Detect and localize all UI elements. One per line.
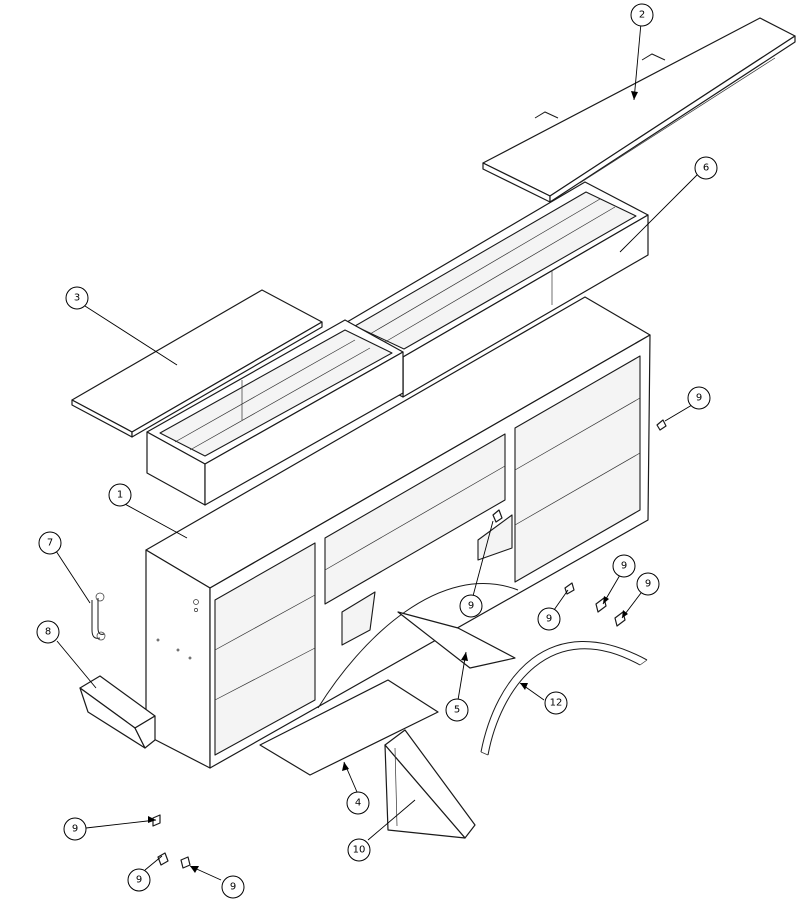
callout-bubble: 9: [612, 554, 636, 578]
callout-bubble: 9: [63, 817, 87, 841]
left-tray: [146, 319, 404, 506]
callout-bubble: 10: [347, 838, 371, 862]
callout-label: 9: [546, 614, 552, 625]
callout-label: 7: [47, 538, 53, 549]
callout-bubble: 4: [346, 791, 370, 815]
callout-bubble: 8: [36, 620, 60, 644]
callout-bubble: 5: [445, 698, 469, 722]
callout-label: 3: [74, 293, 80, 304]
callout-bubble: 3: [65, 286, 89, 310]
callout-label: 10: [353, 845, 366, 856]
part-3-lid-left: [71, 289, 323, 438]
callout-label: 5: [454, 705, 460, 716]
callout-label: 9: [230, 882, 236, 893]
callout-bubble: 12: [544, 691, 568, 715]
callout-label: 9: [72, 824, 78, 835]
callout-label: 1: [117, 490, 123, 501]
callout-bubble: 9: [636, 572, 660, 596]
callout-bubble: 9: [537, 607, 561, 631]
callout-label: 9: [136, 875, 142, 886]
part-7-handle: [91, 592, 106, 641]
callout-label: 8: [45, 627, 51, 638]
part-8-step: [79, 675, 156, 749]
callout-label: 4: [355, 798, 361, 809]
part-10-bracket: [384, 729, 476, 839]
part-2-lid-right: [482, 17, 796, 203]
part-5-plate: [397, 611, 516, 669]
part-4-floor-plate: [259, 679, 439, 776]
callout-bubble: 9: [221, 875, 245, 899]
callout-label: 9: [621, 561, 627, 572]
callout-bubble: 1: [108, 483, 132, 507]
part-1-cabinet-body: [145, 296, 651, 769]
callout-bubble: 6: [694, 156, 718, 180]
leader-arrows: [148, 91, 638, 873]
callout-label: 9: [645, 579, 651, 590]
part-6-tray-right: [341, 181, 649, 398]
callout-label: 9: [468, 601, 474, 612]
callout-bubble: 2: [630, 3, 654, 27]
callout-bubble: 9: [127, 868, 151, 892]
callout-label: 9: [696, 393, 702, 404]
callout-bubble: 7: [38, 531, 62, 555]
callout-label: 6: [703, 163, 709, 174]
part-12-arch-trim: [480, 640, 648, 756]
callout-bubble: 9: [687, 386, 711, 410]
callout-bubble: 9: [459, 594, 483, 618]
callout-label: 12: [550, 698, 563, 709]
callout-label: 2: [639, 10, 645, 21]
